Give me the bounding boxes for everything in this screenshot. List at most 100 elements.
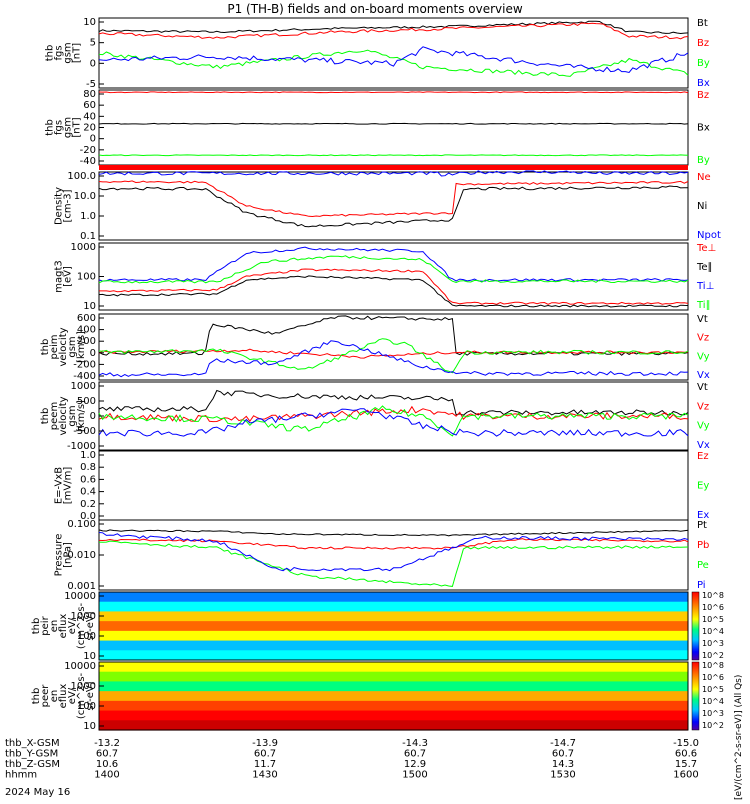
y-tick-label: 100.0 [67, 171, 96, 182]
legend-Vt: Vt [697, 382, 708, 393]
y-axis-label-line: gsm [67, 405, 78, 426]
y-tick-label: 20 [83, 123, 96, 134]
y-axis-label-line: peem [49, 402, 60, 430]
y-tick-label: 0.001 [67, 581, 96, 592]
y-axis-label: thbfgsgsm[nT] [45, 117, 83, 138]
y-axis-label: thbfgsgsm[nT] [45, 42, 83, 63]
y-axis-label-line: [km/s] [76, 331, 87, 363]
x-axis-labels: thb_X-GSM -13.2 -13.9 -14.3 -14.7 -15.0 thb_Y-… [5, 738, 699, 781]
y-axis-label-line: en [49, 620, 60, 633]
y-axis-label-line: [nPa] [63, 542, 74, 568]
y-axis-label-line: gsm [63, 42, 74, 63]
y-axis-label-line: eflux [58, 614, 69, 639]
legend-Te⊥: Te⊥ [696, 243, 716, 254]
y-tick-label: 200 [77, 336, 96, 347]
legend-Vx: Vx [697, 440, 710, 451]
y-axis-label-line: thb [40, 408, 51, 425]
legend-Pi: Pi [697, 580, 706, 591]
legend-Te∥: Te∥ [696, 262, 713, 273]
y-tick-label: 1.0 [80, 211, 96, 222]
y-axis-label-line: gsm [63, 117, 74, 138]
legend-Bz: Bz [697, 90, 709, 101]
colorbar-tick-label: 10^4 [702, 697, 724, 706]
espec-band [99, 671, 688, 683]
y-axis-label-line: magt3 [54, 260, 65, 293]
y-tick-label: 0 [90, 411, 96, 422]
panel-espec: 10000 1000 100 10 thbpeerenefluxeV/(cm^2-s-s… [31, 661, 689, 732]
x-row-value: -14.7 [550, 738, 576, 749]
legend-Vy: Vy [697, 421, 710, 432]
y-tick-label: 600 [77, 313, 96, 324]
y-axis-label-line: eV/ [67, 687, 78, 704]
espec-band [99, 720, 688, 731]
y-axis-label-line: thb [45, 119, 56, 136]
y-tick-label: 1000 [71, 381, 96, 392]
y-axis-label-line: Density [54, 187, 65, 225]
y-axis-label-line: peer [40, 684, 51, 708]
y-axis-label: thbpeerenefluxeV/(cm^2-s-sr-eV) [31, 672, 96, 719]
panel-frame [98, 17, 689, 89]
x-row-value: 60.7 [404, 749, 426, 760]
x-row-value: 10.6 [96, 759, 118, 770]
y-tick-label: 0 [90, 134, 96, 145]
legend-Pb: Pb [697, 540, 709, 551]
x-row-value: -13.2 [94, 738, 120, 749]
legend-Npot: Npot [697, 230, 721, 241]
espec-band [99, 691, 688, 702]
y-axis-label-line: en [49, 690, 60, 703]
trace-blue [98, 532, 689, 572]
plot-title: P1 (TH-B) fields and on-board moments ov… [227, 2, 523, 16]
x-row-value: -15.0 [673, 738, 699, 749]
x-row-label: hhmm [5, 770, 37, 781]
colorbar-tick-label: 10^8 [702, 661, 724, 670]
ispec-band [99, 592, 688, 603]
y-axis-label-line: (cm^2-s- [76, 672, 87, 719]
x-row-value: 1500 [402, 770, 427, 781]
legend-Bt: Bt [697, 18, 708, 29]
y-tick-label: 10000 [64, 591, 96, 602]
y-tick-label: 10 [83, 721, 96, 732]
y-tick-label: 10 [83, 651, 96, 662]
trace-blue [98, 170, 689, 177]
ispec-band [99, 621, 688, 632]
trace-blue [98, 46, 689, 74]
y-tick-label: 40 [83, 111, 96, 122]
trace-green [98, 154, 689, 157]
colorbar-label: [eV/(cm^2-s-sr-eV)] (All Qs) [734, 675, 744, 800]
panels: 1050-5thbfgsgsm[nT]BtBzByBx806040200-20-… [31, 17, 721, 732]
x-row-value: 1530 [550, 770, 575, 781]
panel-ve: 1000 500 0 -500 -1000 thbpeemvelocitygsm[km/s… [40, 381, 710, 452]
legend-Ey: Ey [697, 481, 709, 492]
legend-Ne: Ne [697, 172, 711, 183]
x-row-value: 1430 [252, 770, 277, 781]
y-tick-label: 400 [77, 325, 96, 336]
y-tick-label: 0 [90, 58, 96, 69]
ispec-band [99, 630, 688, 642]
y-axis-label: Pressure[nPa] [54, 534, 74, 577]
x-row-label: thb_X-GSM [5, 738, 60, 749]
espec-band [99, 662, 688, 673]
legend-By: By [697, 58, 710, 69]
legend-Vx: Vx [697, 370, 710, 381]
y-axis-label-line: thb [45, 45, 56, 62]
y-tick-label: -200 [73, 359, 96, 370]
y-axis-label-line: [km/s] [76, 400, 87, 432]
trace-black [98, 275, 689, 308]
y-tick-label: 0.8 [80, 462, 96, 473]
y-axis-label-line: gsm [67, 336, 78, 357]
y-axis-label-line: peim [49, 334, 60, 359]
ispec-band [99, 640, 688, 651]
y-tick-label: 0.1 [80, 231, 96, 242]
y-tick-label: 100 [77, 631, 96, 642]
panel-temp: 1000 100 10 magt3[eV] Te⊥ Te∥ Ti⊥ Ti∥ [54, 242, 717, 312]
y-tick-label: 1.0 [80, 450, 96, 461]
colorbar-tick-label: 10^5 [702, 685, 724, 694]
y-tick-label: 5 [90, 38, 96, 49]
flag-bar [99, 165, 688, 170]
x-row-value: 12.9 [404, 759, 426, 770]
colorbar-upper [691, 591, 700, 661]
legend-Ex: Ex [697, 510, 709, 521]
y-tick-label: 0.2 [80, 499, 96, 510]
legend-Ez: Ez [697, 451, 709, 462]
colorbar-ticks: 10^810^610^510^410^310^210^810^610^510^4… [702, 591, 724, 730]
